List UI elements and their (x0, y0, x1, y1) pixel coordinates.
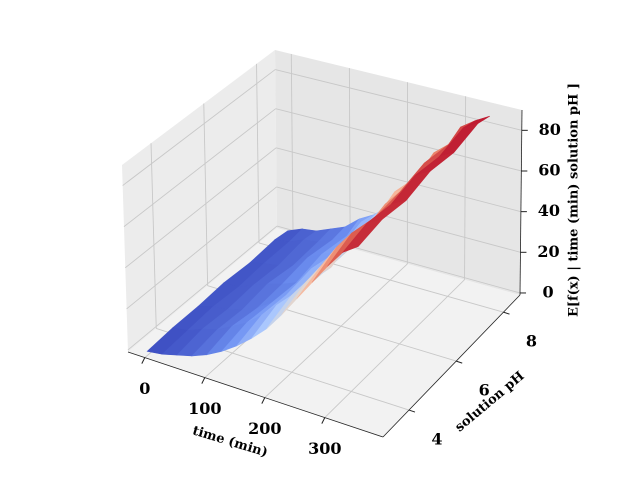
y-tick-label: 8 (526, 332, 537, 351)
z-tick-label: 40 (538, 201, 560, 220)
left-pane (122, 50, 277, 352)
x-tick (321, 417, 326, 424)
z-tick-label: 60 (538, 160, 560, 179)
grid-line (150, 143, 157, 329)
x-axis-line (127, 351, 384, 438)
x-tick-label: 100 (188, 399, 221, 418)
y-tick (408, 409, 416, 413)
z-tick-label: 20 (537, 242, 559, 261)
grid-line (127, 225, 278, 351)
floor-pane (128, 228, 520, 437)
z-tick-label: 0 (542, 282, 553, 301)
y-axis-label: solution pH (452, 369, 527, 435)
z-axis-label: E[f(x) | time (min) solution pH ] (567, 83, 582, 317)
grid-line (126, 186, 277, 310)
x-tick (141, 357, 146, 364)
surface-cell (341, 218, 384, 253)
panes (122, 50, 522, 437)
grid-line (203, 103, 209, 286)
grid-line (122, 69, 276, 186)
grid-line (276, 186, 521, 253)
grid-line (275, 108, 522, 172)
grid (122, 53, 522, 418)
z-tick-label: 80 (539, 120, 561, 139)
y-tick-label: 4 (431, 430, 442, 449)
grid-line (123, 108, 276, 228)
y-tick (503, 311, 510, 315)
x-tick-label: 300 (308, 439, 341, 458)
grid-line (275, 147, 522, 213)
surface (146, 115, 490, 357)
grid-line (256, 63, 260, 243)
grid-line (348, 68, 351, 249)
y-tick-label: 6 (479, 381, 490, 400)
grid-line (264, 263, 408, 398)
z-axis-line (519, 109, 523, 296)
x-tick-label: 200 (248, 419, 281, 438)
x-tick-label: 0 (139, 379, 150, 398)
grid-line (290, 53, 294, 233)
x-tick (261, 397, 266, 404)
y-tick (456, 360, 463, 364)
x-tick (201, 377, 206, 384)
grid-line (125, 147, 277, 269)
y-axis-line (382, 294, 521, 438)
grid-line (324, 279, 465, 418)
